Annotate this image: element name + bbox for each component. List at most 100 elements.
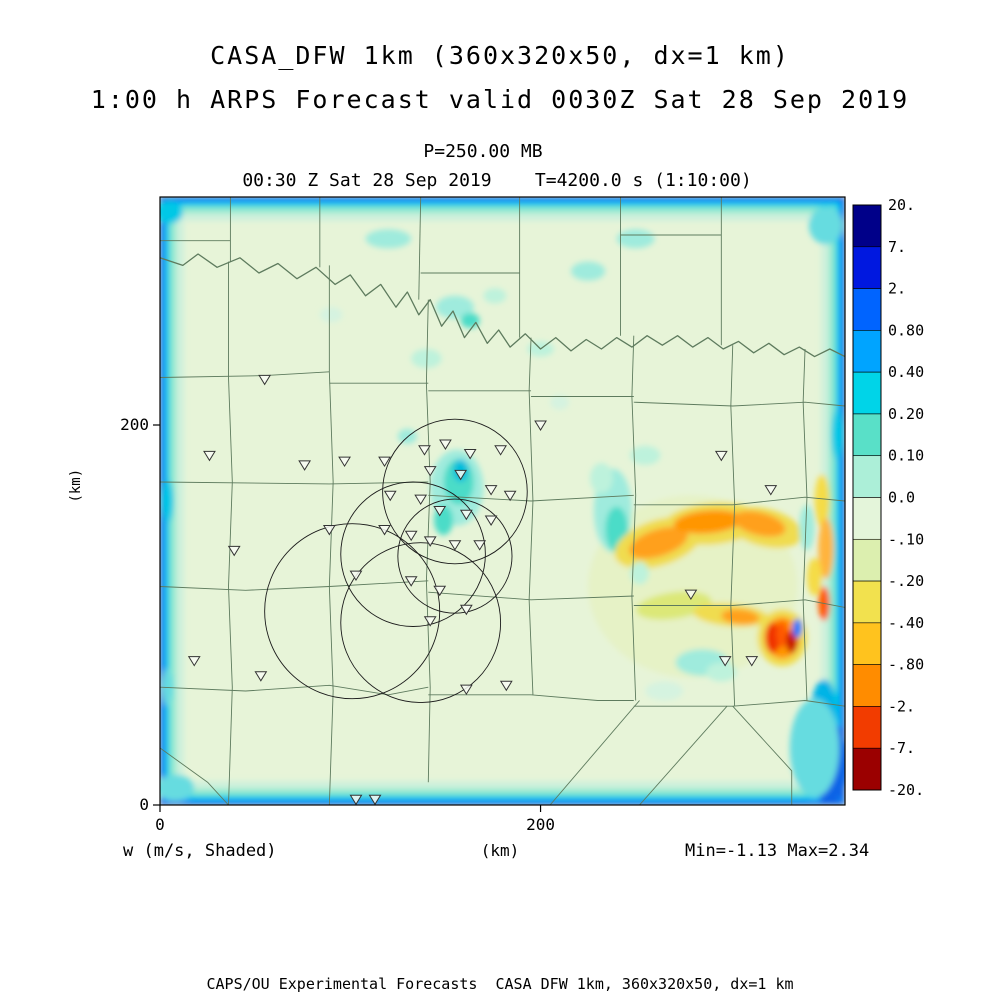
station-marker-icon	[368, 794, 382, 806]
colorbar-cell	[852, 622, 882, 665]
contour-blob	[765, 622, 781, 653]
radar-range-rings	[264, 418, 528, 703]
colorbar: 20. 7. 2. 0.80 0.40 0.20 0.10 0.0 -.10 -.20 -.40 -.…	[852, 196, 924, 799]
colorbar-label: -.20	[888, 572, 924, 590]
colorbar-label: -20.	[888, 781, 924, 799]
county-line	[160, 747, 229, 805]
station-marker-icon	[484, 515, 498, 526]
station-marker-icon	[764, 485, 778, 496]
plot-title-line1: CASA_DFW 1km (360x320x50, dx=1 km)	[210, 41, 790, 70]
station-marker-icon	[349, 570, 363, 582]
plot-title-line2: 1:00 h ARPS Forecast valid 0030Z Sat 28 …	[90, 85, 910, 114]
county-line	[639, 705, 728, 805]
station-marker-icon	[714, 450, 728, 462]
contour-blob	[550, 394, 570, 410]
county-line	[633, 496, 845, 506]
contour-blob	[831, 407, 844, 462]
x-axis-label: (km)	[480, 841, 520, 860]
station-marker-icon	[534, 420, 547, 431]
county-line	[732, 705, 793, 805]
county-line	[428, 591, 634, 601]
contour-blob	[483, 288, 507, 304]
county-line	[425, 299, 431, 783]
county-line	[328, 265, 334, 805]
contour-blob	[645, 681, 684, 701]
station-marker-icon	[254, 671, 268, 682]
station-marker-icon	[745, 656, 759, 667]
station-marker-icon	[484, 485, 498, 496]
station-marker-icon	[404, 576, 418, 587]
colorbar-frame	[852, 204, 882, 791]
colorbar-cell	[852, 246, 882, 289]
county-line	[228, 261, 233, 805]
colorbar-cell	[852, 580, 882, 624]
colorbar-label: -7.	[888, 739, 915, 757]
station-marker-icon	[378, 456, 391, 468]
axis-tick-labels: 0 200 0 200	[120, 415, 555, 834]
colorbar-label: -.40	[888, 614, 924, 632]
colorbar-cell	[852, 664, 882, 707]
contour-blob	[733, 510, 786, 537]
station-marker-icon	[187, 656, 201, 667]
county-line	[428, 694, 634, 701]
station-marker-icon	[378, 525, 391, 536]
station-marker-icon	[414, 494, 428, 506]
contour-blob	[161, 478, 174, 524]
station-marker-icon	[433, 506, 447, 517]
y-axis-label: (km)	[68, 468, 85, 503]
county-line	[160, 580, 429, 591]
colorbar-label: 0.80	[888, 321, 924, 339]
station-marker-icon	[258, 374, 272, 386]
station-marker-icon	[338, 456, 351, 468]
river-line	[160, 253, 845, 358]
colorbar-label: 7.	[888, 238, 906, 256]
colorbar-cell	[852, 538, 882, 582]
colorbar-cell	[852, 455, 882, 498]
x-tick-label: 0	[155, 815, 165, 834]
contour-blob	[706, 662, 737, 682]
contour-blob	[435, 295, 474, 319]
pressure-level-label: P=250.00 MB	[423, 141, 543, 162]
contour-blob	[460, 312, 480, 329]
station-markers	[187, 374, 778, 806]
station-marker-icon	[454, 469, 468, 481]
county-line	[633, 401, 845, 407]
colorbar-label: -2.	[888, 697, 915, 715]
map-background	[160, 197, 845, 805]
colorbar-cell	[852, 413, 882, 457]
county-line	[549, 700, 640, 805]
station-marker-icon	[459, 604, 473, 616]
x-tick-label: 200	[526, 815, 555, 834]
county-boundaries	[160, 197, 845, 805]
colorbar-label: 20.	[888, 196, 915, 214]
county-line	[160, 481, 429, 485]
colorbar-cell	[852, 371, 882, 415]
station-marker-icon	[433, 585, 447, 597]
colorbar-label: 2.	[888, 280, 906, 298]
contour-blob	[411, 349, 442, 368]
contour-blob	[799, 504, 815, 551]
station-marker-icon	[404, 530, 418, 542]
plot-frame	[159, 196, 846, 806]
colorbar-label: 0.10	[888, 447, 924, 465]
station-marker-icon	[423, 466, 437, 477]
range-ring	[340, 542, 502, 703]
y-tick-label: 200	[120, 415, 149, 434]
county-line	[418, 197, 422, 300]
range-ring	[382, 418, 528, 565]
min-max-label: Min=-1.13 Max=2.34	[685, 841, 870, 861]
contour-blob	[806, 558, 823, 596]
valid-time-label: 00:30 Z Sat 28 Sep 2019 T=4200.0 s (1:10…	[242, 170, 752, 191]
contour-blob	[160, 200, 183, 224]
contour-blob	[792, 618, 803, 638]
station-marker-icon	[503, 490, 517, 502]
shaded-variable-label: w (m/s, Shaded)	[123, 841, 277, 861]
colorbar-label: 0.40	[888, 363, 924, 381]
station-marker-icon	[718, 656, 732, 667]
colorbar-label: 0.0	[888, 489, 915, 507]
station-marker-icon	[227, 545, 241, 557]
colorbar-label: -.10	[888, 530, 924, 548]
contour-blob	[776, 620, 788, 648]
station-marker-icon	[383, 490, 397, 502]
county-line	[631, 335, 637, 701]
